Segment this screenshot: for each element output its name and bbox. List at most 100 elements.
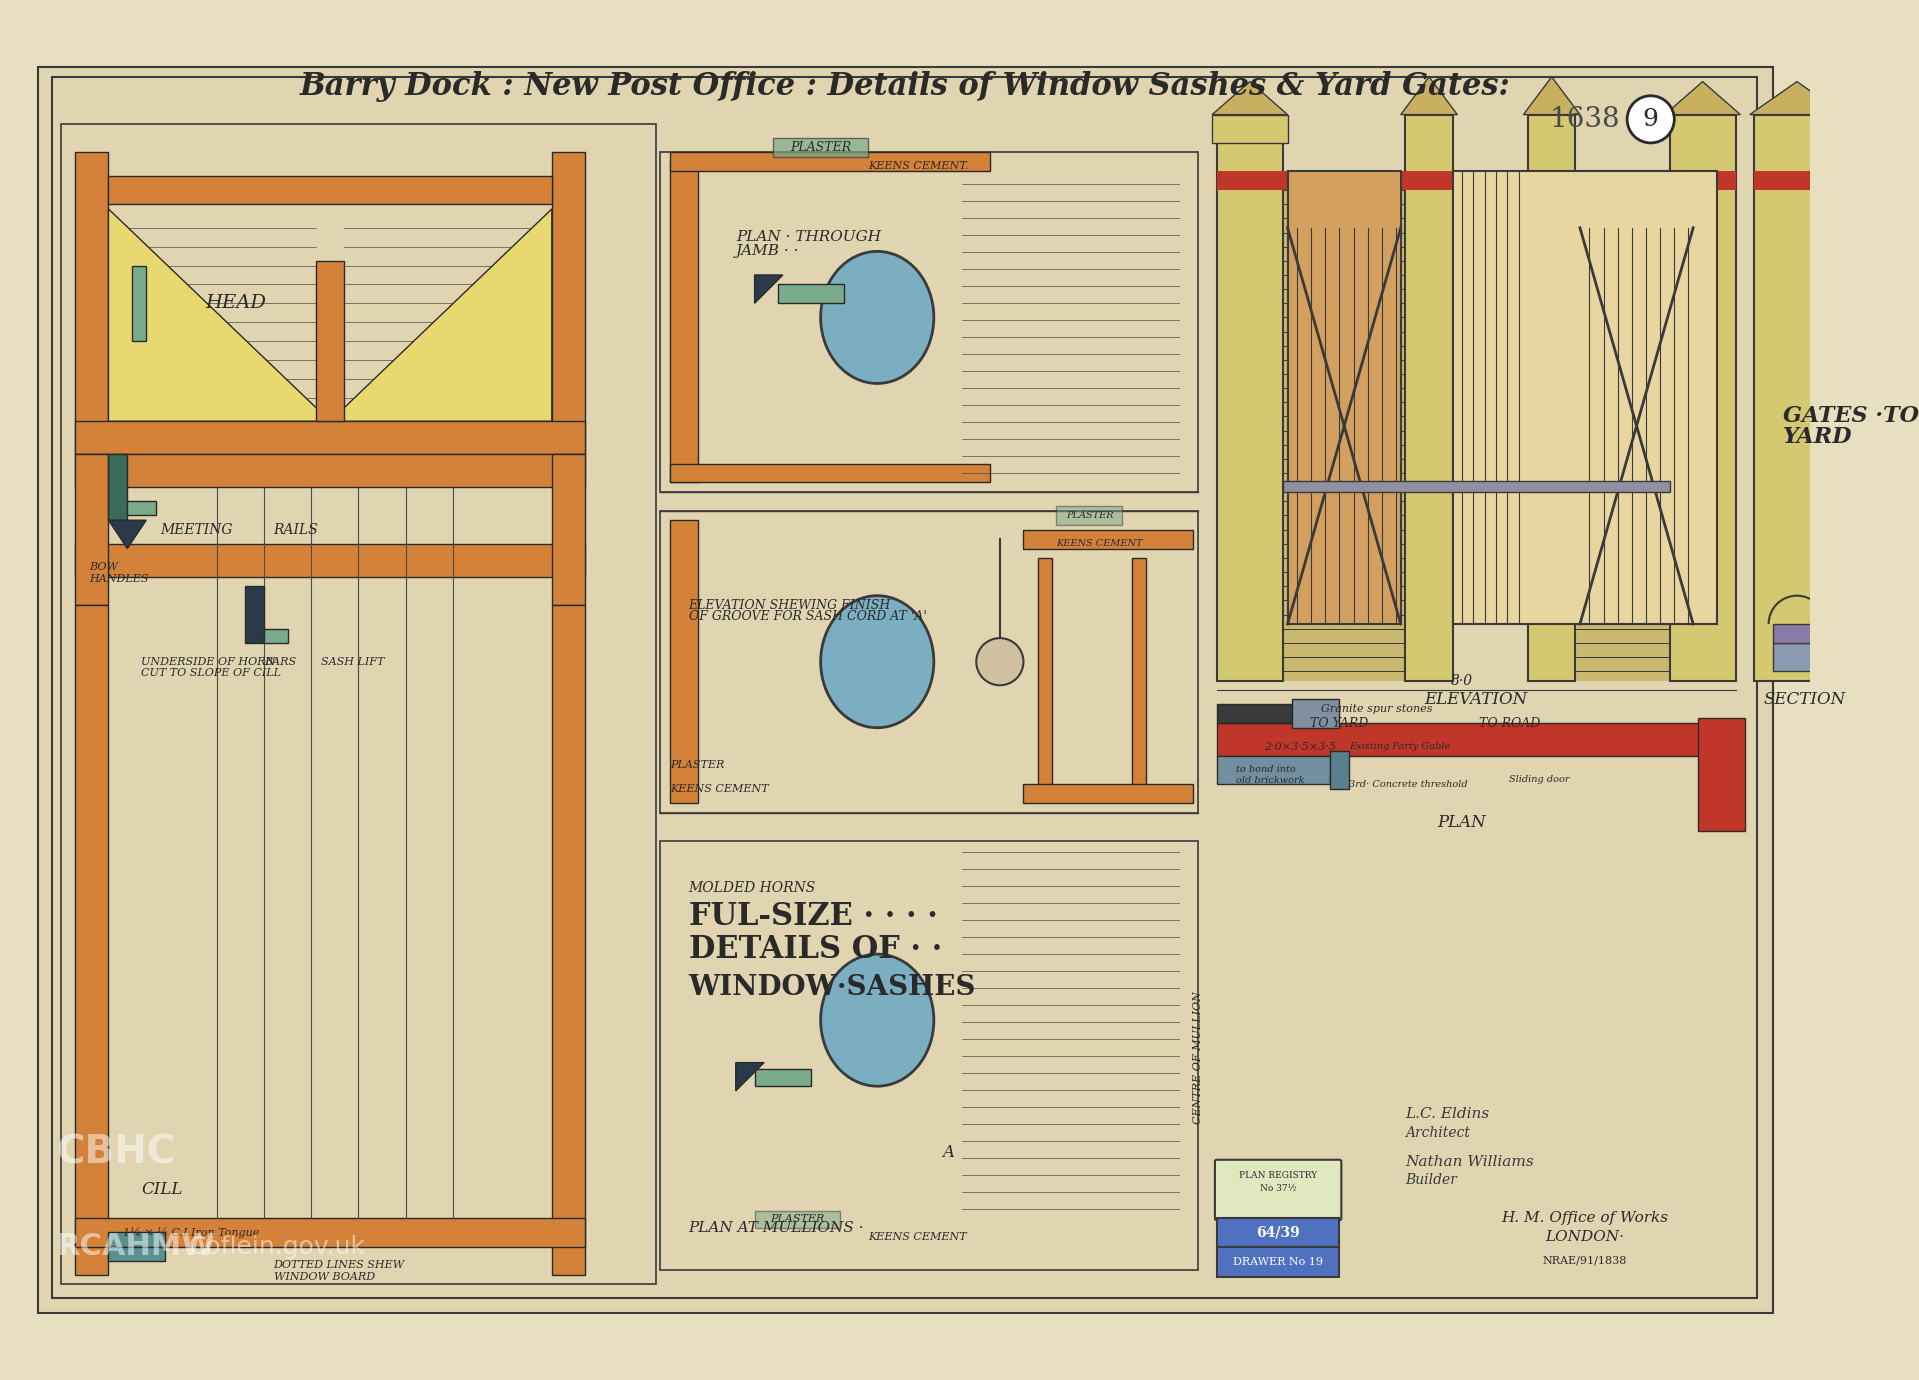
Bar [754, 1070, 812, 1086]
Text: TO ROAD: TO ROAD [1480, 716, 1539, 730]
Bar [1288, 171, 1401, 624]
Bar [109, 1232, 165, 1246]
Bar [109, 175, 553, 204]
Text: PLAN · THROUGH: PLAN · THROUGH [735, 230, 881, 244]
Bar [1698, 719, 1744, 832]
Bar [75, 421, 585, 454]
Text: Builder: Builder [1405, 1173, 1457, 1188]
Text: Architect: Architect [1405, 1126, 1470, 1140]
Bar [1773, 643, 1821, 671]
Text: PLAN REGISTRY: PLAN REGISTRY [1240, 1172, 1316, 1180]
Text: UNDERSIDE OF HORN: UNDERSIDE OF HORN [142, 657, 276, 667]
Polygon shape [1750, 81, 1844, 115]
Polygon shape [754, 275, 783, 304]
Text: RAILS: RAILS [274, 523, 319, 537]
Bar [670, 161, 699, 483]
Text: PLASTER: PLASTER [770, 1214, 825, 1224]
Text: CBHC: CBHC [56, 1133, 177, 1172]
Bar [1579, 171, 1693, 624]
Bar [660, 511, 1197, 813]
Text: Granite spur stones: Granite spur stones [1320, 704, 1432, 713]
Bar [1670, 115, 1735, 680]
Bar [1217, 171, 1735, 190]
Bar [553, 152, 585, 454]
Bar [1057, 506, 1123, 524]
Text: Sliding door: Sliding door [1508, 776, 1570, 784]
Text: 1638: 1638 [1549, 106, 1620, 132]
Bar [1217, 1219, 1339, 1246]
Bar [1038, 558, 1052, 793]
Text: 3rd· Concrete threshold: 3rd· Concrete threshold [1349, 780, 1468, 789]
Text: LONDON·: LONDON· [1545, 1230, 1623, 1245]
Bar [1330, 751, 1349, 789]
Bar [61, 124, 656, 1285]
Text: BARS: BARS [265, 657, 296, 667]
Bar [246, 586, 265, 643]
Text: KEENS CEMENT.: KEENS CEMENT. [867, 161, 969, 171]
Text: PLASTER: PLASTER [670, 760, 723, 770]
Text: MEETING: MEETING [161, 523, 232, 537]
Bar [670, 152, 990, 171]
Ellipse shape [821, 954, 935, 1086]
Text: CUT TO SLOPE OF CILL: CUT TO SLOPE OF CILL [142, 668, 282, 678]
Bar [1754, 115, 1840, 680]
Bar [1217, 115, 1282, 680]
Text: PLASTER: PLASTER [1065, 511, 1113, 520]
Bar [553, 604, 585, 1275]
Bar [754, 1210, 839, 1228]
Bar [670, 520, 699, 803]
Polygon shape [1213, 81, 1288, 115]
Text: WINDOW BOARD: WINDOW BOARD [274, 1272, 374, 1282]
Bar [75, 152, 109, 454]
Bar [1132, 558, 1146, 793]
Text: HEAD: HEAD [205, 294, 267, 312]
Text: JAMB · ·: JAMB · · [735, 244, 798, 258]
Bar [1282, 480, 1670, 491]
Bar [1405, 115, 1453, 680]
Bar [109, 1246, 165, 1261]
Bar [1291, 700, 1339, 727]
Bar [660, 840, 1197, 1270]
Text: SECTION: SECTION [1764, 691, 1846, 708]
Text: 1¼ × ¼ C.I Iron Tongue: 1¼ × ¼ C.I Iron Tongue [123, 1227, 259, 1238]
Bar [127, 501, 155, 516]
Circle shape [977, 638, 1023, 686]
Polygon shape [1666, 81, 1741, 115]
Text: PLASTER: PLASTER [791, 141, 852, 155]
Text: WINDOW·SASHES: WINDOW·SASHES [689, 974, 977, 1000]
Bar [1453, 171, 1718, 624]
Bar [109, 454, 127, 520]
Text: A: A [942, 1144, 954, 1161]
Text: RCAHMW: RCAHMW [56, 1232, 215, 1261]
Bar [1282, 171, 1405, 680]
Ellipse shape [821, 596, 935, 727]
Bar [75, 454, 109, 604]
Bar [1217, 756, 1330, 784]
Polygon shape [109, 520, 146, 548]
Bar [773, 138, 867, 157]
Bar [317, 261, 344, 421]
Bar [1023, 530, 1194, 548]
Polygon shape [1524, 77, 1579, 115]
Text: DOTTED LINES SHEW: DOTTED LINES SHEW [274, 1260, 405, 1271]
Text: FUL-SIZE · · · ·: FUL-SIZE · · · · [689, 901, 938, 932]
Text: 64/39: 64/39 [1257, 1225, 1299, 1239]
Ellipse shape [821, 251, 935, 384]
Bar [75, 544, 585, 577]
Polygon shape [735, 1063, 764, 1090]
Bar [660, 152, 1197, 491]
Polygon shape [1401, 77, 1457, 115]
Text: SASH LIFT: SASH LIFT [320, 657, 384, 667]
Text: Existing Party Gable: Existing Party Gable [1349, 742, 1451, 751]
Text: GATES ·TO: GATES ·TO [1783, 406, 1919, 428]
Polygon shape [330, 208, 553, 421]
Text: L.C. Eldins: L.C. Eldins [1405, 1108, 1489, 1122]
Text: KEENS CEMENT: KEENS CEMENT [670, 784, 768, 793]
Bar [1023, 784, 1194, 803]
Text: PLAN: PLAN [1437, 814, 1487, 831]
Bar [1773, 624, 1821, 643]
Text: PLAN AT MULLIONS ·: PLAN AT MULLIONS · [689, 1221, 864, 1235]
Text: KEENS CEMENT: KEENS CEMENT [1057, 540, 1144, 548]
Bar [75, 1219, 585, 1246]
Text: 2·0×3·5×3·5: 2·0×3·5×3·5 [1265, 741, 1336, 752]
